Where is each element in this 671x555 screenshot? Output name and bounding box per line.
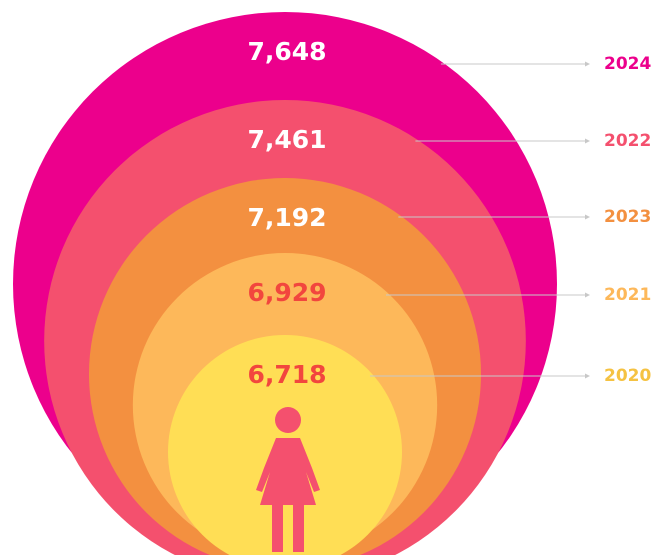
labels: 7,648 2024 7,461 2022 7,192 2023 6,929 2021 6,71…	[247, 37, 651, 389]
leader-arrow	[585, 61, 590, 67]
year-label: 2022	[604, 131, 651, 151]
leader-arrow	[585, 373, 590, 379]
leader-arrow	[585, 292, 590, 298]
icon-body	[256, 438, 320, 552]
woman-icon	[256, 407, 320, 552]
year-label: 2024	[604, 54, 651, 74]
leader-arrow	[585, 214, 590, 220]
year-label: 2021	[604, 285, 651, 305]
value-label: 7,192	[247, 203, 326, 232]
leader-arrow	[585, 138, 590, 144]
value-label: 7,461	[247, 125, 326, 154]
year-label: 2020	[604, 366, 651, 386]
value-label: 6,718	[247, 360, 326, 389]
value-label: 7,648	[247, 37, 326, 66]
icon-head	[275, 407, 301, 433]
year-label: 2023	[604, 207, 651, 227]
circles	[13, 12, 557, 555]
value-label: 6,929	[247, 278, 326, 307]
